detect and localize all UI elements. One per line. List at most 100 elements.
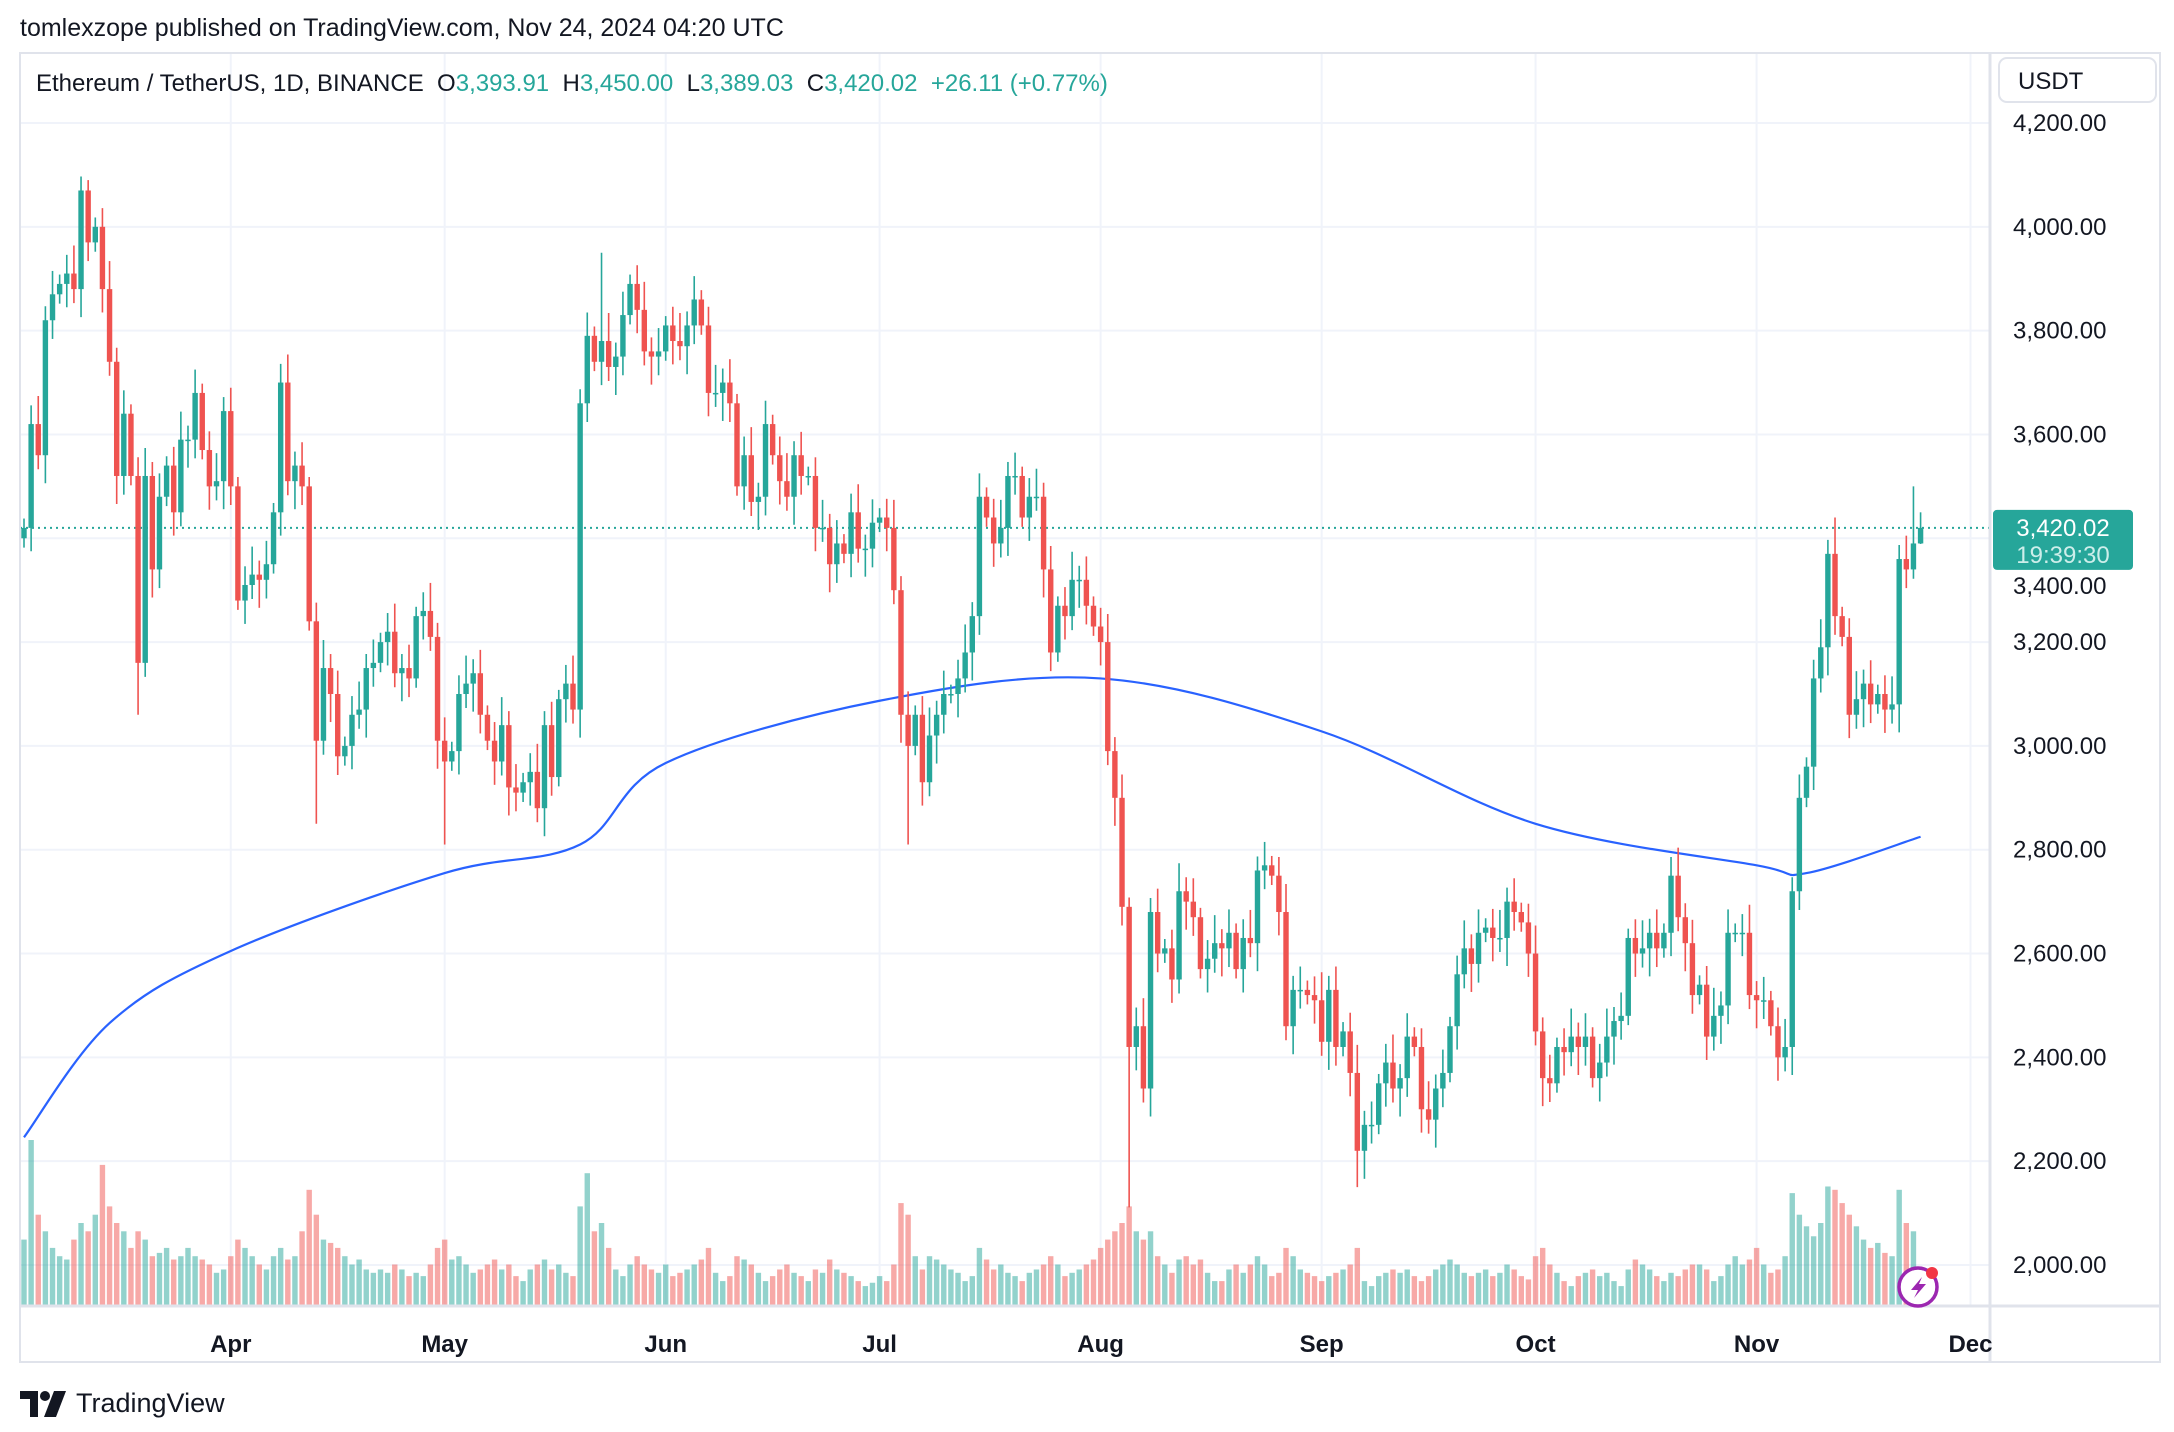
- volume-bar: [855, 1281, 861, 1306]
- volume-bar: [976, 1247, 983, 1306]
- volume-bar: [1126, 1206, 1132, 1306]
- volume-bar: [1283, 1247, 1289, 1306]
- volume-bar: [249, 1256, 255, 1306]
- candle-up: [1397, 1078, 1403, 1089]
- price-tick-label: 3,400.00: [2013, 573, 2106, 600]
- candle-up: [270, 512, 277, 565]
- volume-bar: [1254, 1256, 1261, 1306]
- candle-down: [784, 481, 790, 497]
- volume-bar: [220, 1269, 227, 1306]
- price-tick-label: 3,000.00: [2013, 733, 2106, 760]
- volume-bar: [933, 1259, 940, 1306]
- volume-bar: [1347, 1264, 1353, 1306]
- candle-up: [1582, 1036, 1589, 1047]
- candle-up: [869, 522, 876, 549]
- candle-down: [491, 740, 498, 762]
- candle-up: [1376, 1083, 1382, 1125]
- volume-bar: [1154, 1256, 1161, 1306]
- candle-up: [556, 699, 562, 778]
- candle-down: [670, 325, 676, 342]
- volume-bar: [399, 1269, 405, 1306]
- candle-up: [1440, 1072, 1446, 1089]
- candle-up: [1917, 527, 1924, 544]
- candle-up: [819, 527, 826, 530]
- candle-up: [1646, 932, 1653, 949]
- volume-bar: [670, 1276, 676, 1306]
- candle-down: [570, 683, 576, 710]
- lightning-alert-icon[interactable]: [1897, 1266, 1939, 1308]
- candle-up: [1803, 766, 1810, 798]
- candle-down: [1090, 605, 1097, 627]
- volume-bar: [926, 1256, 933, 1306]
- price-axis[interactable]: 2,000.00 2,200.00 2,400.00 2,600.00 2,800.00…: [2013, 110, 2106, 1279]
- candle-up: [377, 642, 384, 663]
- volume-bar: [21, 1239, 27, 1306]
- volume-bar: [1340, 1269, 1346, 1306]
- candles: [21, 176, 1924, 1208]
- volume-bar: [320, 1239, 327, 1306]
- open-label: O: [437, 70, 456, 97]
- candle-down: [1525, 922, 1532, 954]
- volume-bar: [349, 1264, 355, 1306]
- volume-bar: [876, 1276, 883, 1306]
- candle-down: [1490, 927, 1496, 938]
- volume-bar: [1133, 1231, 1139, 1306]
- candle-up: [1604, 1036, 1610, 1063]
- candle-down: [199, 392, 205, 451]
- candle-down: [1169, 948, 1175, 980]
- footer-brand[interactable]: TradingView: [20, 1388, 225, 1419]
- volume-bar: [156, 1252, 163, 1306]
- currency-button[interactable]: USDT: [1998, 57, 2157, 103]
- volume-bar: [263, 1269, 270, 1306]
- volume-bar: [1354, 1247, 1361, 1306]
- candle-up: [684, 325, 690, 347]
- candle-down: [1304, 989, 1311, 996]
- close-label: C: [806, 70, 825, 97]
- candle-down: [1846, 636, 1852, 715]
- candle-up: [941, 694, 947, 715]
- volume-bar: [941, 1264, 947, 1306]
- volume-bar: [620, 1276, 626, 1306]
- volume-bar: [1732, 1256, 1738, 1306]
- volume-bar: [784, 1264, 790, 1306]
- volume-bar: [28, 1140, 34, 1306]
- candle-down: [113, 361, 120, 476]
- candle-up: [1290, 989, 1296, 1027]
- candle-up: [876, 517, 883, 523]
- volume-bar: [135, 1231, 141, 1306]
- candle-down: [427, 610, 434, 637]
- volume-bar: [121, 1231, 127, 1306]
- time-axis[interactable]: Apr May Jun Jul Aug Sep Oct Nov Dec: [210, 1331, 1992, 1358]
- volume-bar: [1504, 1264, 1510, 1306]
- volume-bar: [791, 1272, 797, 1306]
- volume-bar: [1162, 1264, 1168, 1306]
- volume-bar: [1033, 1269, 1040, 1306]
- volume-bar: [1689, 1264, 1696, 1306]
- candle-up: [320, 668, 327, 741]
- volume-bar: [919, 1269, 926, 1306]
- candle-down: [898, 590, 904, 715]
- symbol-title[interactable]: Ethereum / TetherUS, 1D, BINANCE: [36, 70, 424, 97]
- volume-bar: [1318, 1281, 1325, 1306]
- volume-bar: [384, 1272, 391, 1306]
- candle-up: [1297, 989, 1303, 992]
- volume-bar: [1589, 1269, 1596, 1306]
- volume-bar: [1147, 1231, 1154, 1306]
- candle-up: [1475, 932, 1482, 964]
- candle-up: [1810, 678, 1817, 767]
- price-tick-label: 3,600.00: [2013, 421, 2106, 448]
- volume-bar: [420, 1276, 426, 1306]
- volume-bar: [1197, 1259, 1204, 1306]
- volume-bar: [755, 1272, 762, 1306]
- candle-down: [1746, 932, 1753, 996]
- volume-bar: [1119, 1223, 1125, 1306]
- candle-up: [1711, 1015, 1717, 1037]
- candle-down: [983, 496, 990, 518]
- volume-bar: [277, 1247, 284, 1306]
- candle-down: [641, 309, 648, 352]
- candle-up: [1497, 937, 1503, 940]
- candle-down: [513, 787, 519, 793]
- month-tick-label: Jun: [644, 1331, 687, 1358]
- volume-bar: [762, 1281, 769, 1306]
